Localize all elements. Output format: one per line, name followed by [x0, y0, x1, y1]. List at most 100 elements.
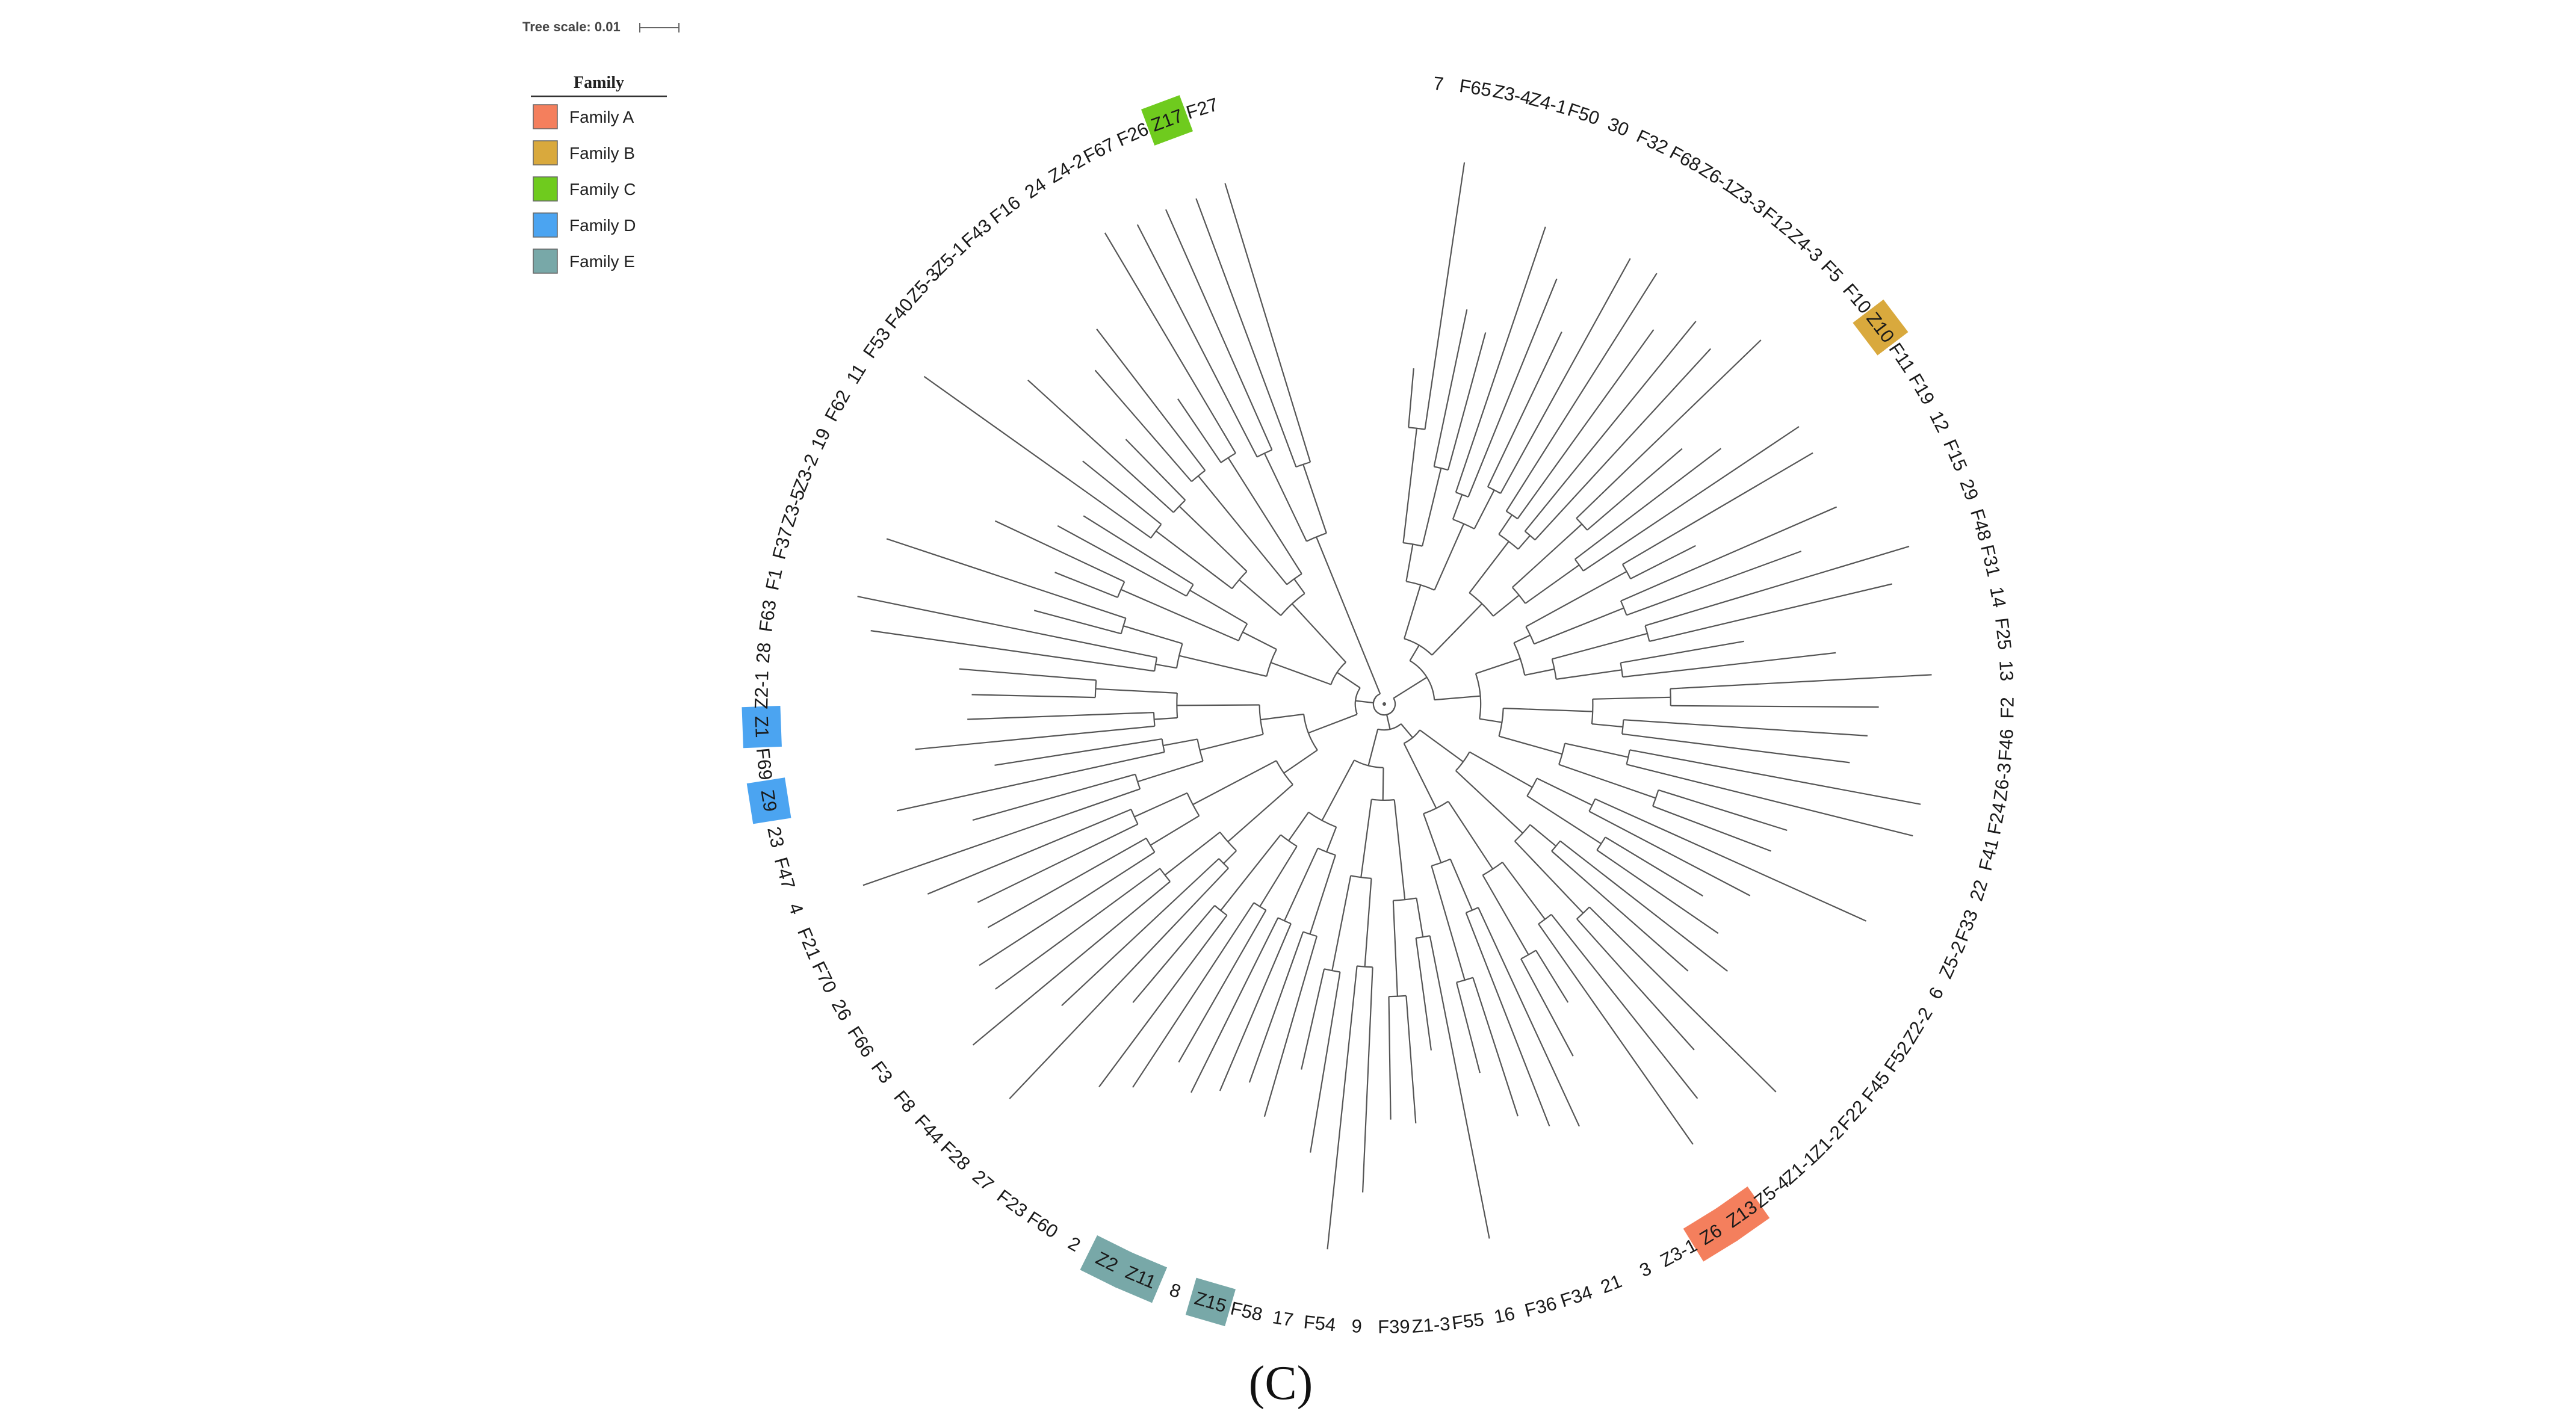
- clade-connector: [1526, 778, 1538, 797]
- leaf-branch: [1538, 923, 1694, 1145]
- internal-branch: [1493, 594, 1520, 617]
- internal-branch: [1321, 759, 1355, 821]
- leaf-label-z3-4: Z3-4: [1491, 80, 1533, 108]
- leaf-branch: [1670, 674, 1932, 690]
- internal-branch: [1155, 530, 1233, 590]
- internal-branch: [1382, 767, 1384, 800]
- leaf-branch: [1027, 379, 1174, 513]
- clade-connector: [1130, 809, 1139, 825]
- leaf-label-f70: F70: [808, 958, 841, 996]
- clade-connector: [1186, 584, 1194, 597]
- internal-branch: [1134, 792, 1187, 818]
- internal-branch: [1263, 452, 1307, 542]
- leaf-branch: [1224, 183, 1311, 463]
- leaf-label-19: 19: [807, 425, 834, 452]
- leaf-label-21: 21: [1598, 1270, 1625, 1297]
- family-highlight-z10: [1853, 299, 1909, 356]
- internal-branch: [1455, 770, 1523, 834]
- leaf-branch: [1219, 923, 1292, 1091]
- leaf-branch: [1362, 967, 1373, 1193]
- internal-branch: [1150, 815, 1200, 846]
- internal-branch: [1192, 760, 1277, 806]
- leaf-branch: [1620, 506, 1838, 602]
- leaf-branch: [1009, 868, 1229, 1099]
- leaf-branch: [1136, 224, 1258, 457]
- internal-branch: [1473, 489, 1495, 529]
- clade-connector: [1231, 570, 1248, 589]
- leaf-label-f60: F60: [1023, 1207, 1062, 1243]
- leaf-label-f39: F39: [1378, 1316, 1410, 1338]
- leaf-branch: [1534, 348, 1712, 541]
- internal-branch: [1120, 588, 1239, 641]
- clade-connector: [1423, 800, 1449, 815]
- clade-connector: [1431, 858, 1451, 867]
- leaf-branch: [1472, 977, 1519, 1117]
- leaf-branch: [1594, 798, 1867, 922]
- legend-label-family-e: Family E: [569, 252, 635, 271]
- leaf-branch: [1670, 705, 1879, 708]
- clade-connector: [1308, 811, 1337, 828]
- clade-connector: [1372, 697, 1395, 716]
- leaf-branch: [1178, 910, 1267, 1063]
- leaf-label-z3-2: Z3-2: [789, 451, 823, 495]
- clade-connector: [1520, 949, 1537, 960]
- leaf-branch: [987, 838, 1147, 928]
- leaf-branch: [1098, 915, 1228, 1087]
- internal-branch: [1529, 824, 1557, 847]
- clade-connector: [1621, 720, 1624, 734]
- leaf-branch: [994, 520, 1125, 582]
- leaf-branch: [1596, 849, 1719, 934]
- leaf-branch: [1505, 273, 1658, 512]
- legend-swatch-family-a: [533, 104, 558, 129]
- leaf-label-f62: F62: [820, 386, 854, 425]
- leaf-branch: [857, 596, 1157, 658]
- internal-branch: [1558, 764, 1656, 799]
- internal-branch: [1434, 523, 1465, 591]
- tree-branches: [857, 162, 1932, 1250]
- clade-connector: [1591, 699, 1594, 724]
- legend-label-family-a: Family A: [569, 108, 634, 126]
- leaf-label-f24: F24: [1983, 801, 2010, 836]
- leaf-branch: [972, 881, 1171, 1046]
- leaf-branch: [1550, 914, 1698, 1099]
- clade-connector: [1377, 723, 1402, 731]
- clade-connector: [1280, 834, 1298, 847]
- leaf-label-16: 16: [1492, 1303, 1517, 1327]
- internal-branch: [1308, 714, 1358, 734]
- internal-branch: [1434, 695, 1481, 701]
- clade-connector: [1551, 659, 1557, 680]
- leaf-branch: [1520, 959, 1574, 1057]
- clade-connector: [1150, 523, 1162, 539]
- clade-connector: [1652, 789, 1659, 807]
- internal-branch: [1502, 862, 1546, 920]
- internal-branch: [1137, 760, 1204, 783]
- leaf-branch: [1622, 652, 1836, 678]
- leaf-branch: [1576, 918, 1695, 1051]
- leaf-label-f23: F23: [993, 1185, 1032, 1221]
- clade-connector: [1456, 977, 1473, 983]
- clade-connector: [1576, 517, 1588, 531]
- leaf-branch: [1310, 972, 1341, 1153]
- clade-connector: [1551, 840, 1561, 852]
- internal-branch: [1198, 475, 1287, 585]
- clade-connector: [1306, 533, 1327, 542]
- leaf-branch: [994, 738, 1162, 766]
- legend-label-family-c: Family C: [569, 180, 636, 199]
- leaf-branch: [1096, 329, 1206, 471]
- leaf-branch: [1132, 905, 1215, 1003]
- clade-connector: [1191, 470, 1206, 483]
- leaf-branch: [1588, 810, 1751, 897]
- internal-branch: [1316, 536, 1381, 694]
- internal-branch: [1512, 523, 1583, 588]
- leaf-label-2: 2: [1065, 1232, 1084, 1256]
- clade-connector: [1482, 862, 1503, 876]
- clade-connector: [1303, 714, 1318, 751]
- clade-connector: [1317, 847, 1336, 856]
- leaf-label-f16: F16: [986, 192, 1024, 228]
- leaf-branch: [971, 694, 1095, 699]
- leaf-label-29: 29: [1955, 477, 1983, 503]
- leaf-label-24: 24: [1021, 174, 1050, 203]
- leaf-label-f8: F8: [890, 1087, 920, 1117]
- internal-branch: [1503, 708, 1593, 712]
- leaf-branch: [1061, 858, 1219, 1007]
